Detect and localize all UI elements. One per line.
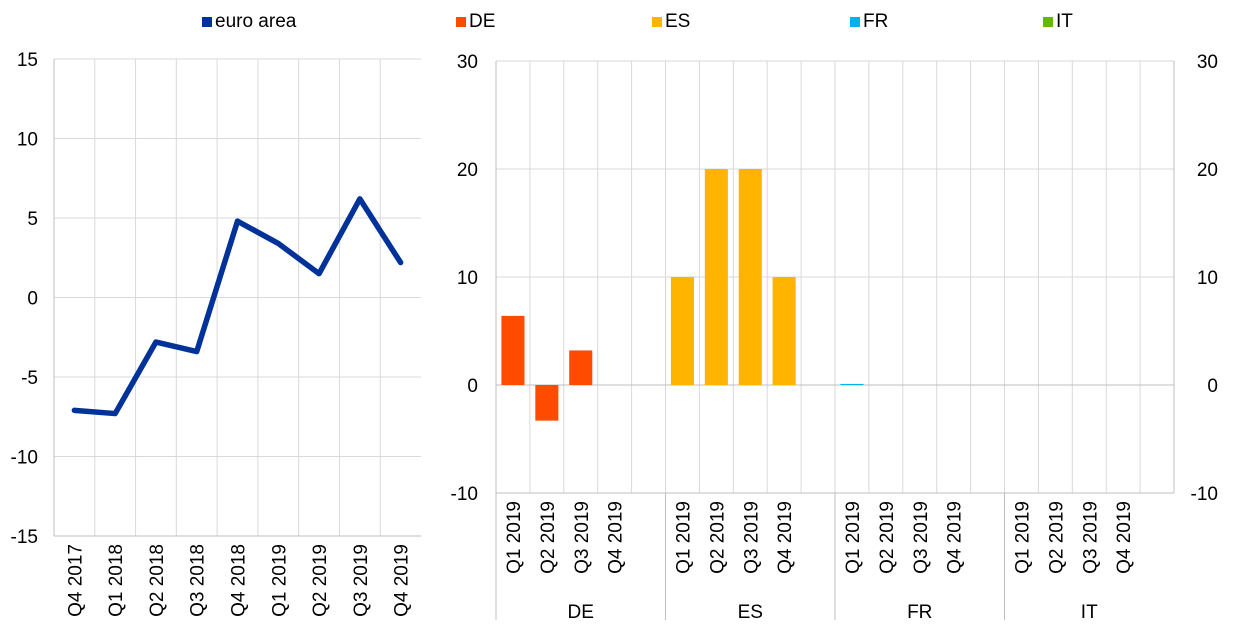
x-tick-label: Q4 2018 <box>229 544 250 617</box>
x-tick-label: Q1 2019 <box>843 501 864 574</box>
legend-label-it: IT <box>1056 11 1073 32</box>
legend-swatch-euro-area <box>202 17 212 27</box>
x-tick-label: Q3 2019 <box>741 501 762 574</box>
bar-de-q1-2019 <box>501 315 525 385</box>
x-tick-label: Q2 2018 <box>147 544 168 617</box>
left-chart-euro-area: -15 -10 -5 0 5 10 15 Q4 2017 Q1 2018 Q2 2018 Q3 20… <box>11 50 421 617</box>
x-tick-label: Q4 2019 <box>606 501 627 574</box>
x-tick-label: Q4 2019 <box>1114 501 1135 574</box>
legend-label-fr: FR <box>863 11 889 32</box>
legend-label-es: ES <box>665 11 691 32</box>
bar-es-q4-2019 <box>772 277 796 385</box>
x-tick-label: Q1 2019 <box>504 501 525 574</box>
x-tick-label: Q4 2019 <box>945 501 966 574</box>
x-tick-label: Q3 2018 <box>188 544 209 617</box>
y-tick-label: 5 <box>27 209 38 230</box>
x-tick-label: Q2 2019 <box>707 501 728 574</box>
data-point-q4-2018 <box>235 218 240 224</box>
legend-item-it: IT <box>1043 11 1073 33</box>
data-point-q3-2019 <box>357 196 363 202</box>
legend-label-de: DE <box>469 11 496 32</box>
group-label-es: ES <box>738 602 763 623</box>
x-tick-label: Q4 2019 <box>775 501 796 574</box>
legend-swatch-fr <box>850 17 860 27</box>
x-tick-label: Q2 2019 <box>538 501 559 574</box>
y-tick-label-right: 10 <box>1197 268 1218 289</box>
x-tick-label: Q4 2017 <box>65 544 86 617</box>
bar-fr-q1-2019 <box>840 383 864 385</box>
y-tick-label-left: 10 <box>457 268 478 289</box>
legend-item-euro-area: euro area <box>202 11 296 33</box>
x-tick-label: Q1 2018 <box>106 544 127 617</box>
y-tick-label: -5 <box>21 368 38 389</box>
y-tick-label-right: 0 <box>1207 376 1218 397</box>
legend-swatch-de <box>456 17 466 27</box>
legend-item-es: ES <box>652 11 690 33</box>
y-tick-label: 10 <box>17 130 38 151</box>
x-tick-label: Q1 2019 <box>1012 501 1033 574</box>
data-point-q1-2018 <box>112 411 118 417</box>
x-tick-label: Q3 2019 <box>351 544 372 617</box>
y-tick-label-right: 20 <box>1197 160 1218 181</box>
y-tick-label: -15 <box>11 527 38 548</box>
data-point-q4-2017 <box>71 407 77 413</box>
y-tick-label: 0 <box>27 289 38 310</box>
x-tick-label: Q2 2019 <box>1046 501 1067 574</box>
y-tick-label-right: 30 <box>1197 52 1218 73</box>
y-tick-label: 15 <box>17 50 38 71</box>
data-point-q2-2019 <box>316 271 322 277</box>
legend-swatch-it <box>1043 17 1053 27</box>
data-point-q1-2019 <box>275 240 281 246</box>
legend-label-euro-area: euro area <box>215 11 297 32</box>
x-tick-label: Q2 2019 <box>877 501 898 574</box>
x-tick-label: Q1 2019 <box>269 544 290 617</box>
data-point-q2-2018 <box>153 339 159 345</box>
y-tick-label: -10 <box>11 448 38 469</box>
y-tick-label-right: -10 <box>1191 484 1218 505</box>
legend-item-de: DE <box>456 11 495 33</box>
bar-es-q3-2019 <box>738 169 762 385</box>
series-line-euro-area <box>71 196 404 417</box>
group-label-it: IT <box>1081 602 1098 623</box>
x-tick-label: Q3 2019 <box>1080 501 1101 574</box>
y-tick-label-left: 30 <box>457 52 478 73</box>
x-tick-label: Q2 2019 <box>310 544 331 617</box>
group-label-de: DE <box>568 602 594 623</box>
bar-de-q2-2019 <box>535 385 559 421</box>
data-point-q3-2018 <box>194 349 200 355</box>
x-tick-label: Q4 2019 <box>392 544 413 617</box>
y-tick-label-left: 0 <box>467 376 478 397</box>
bar-es-q1-2019 <box>670 277 694 385</box>
group-label-fr: FR <box>907 602 932 623</box>
chart-legend: euro area DE ES FR IT <box>0 0 1240 40</box>
x-tick-label: Q3 2019 <box>911 501 932 574</box>
bar-de-q3-2019 <box>569 350 593 385</box>
legend-swatch-es <box>652 17 662 27</box>
legend-item-fr: FR <box>850 11 888 33</box>
y-tick-label-left: -10 <box>451 484 478 505</box>
x-tick-label: Q3 2019 <box>572 501 593 574</box>
right-chart-countries: -10 -10 0 0 10 10 20 20 30 30 Q1 2019 Q2 2019 Q3 201… <box>451 52 1218 623</box>
data-point-q4-2019 <box>398 260 404 266</box>
bar-es-q2-2019 <box>704 169 728 385</box>
x-tick-label: Q1 2019 <box>673 501 694 574</box>
y-tick-label-left: 20 <box>457 160 478 181</box>
